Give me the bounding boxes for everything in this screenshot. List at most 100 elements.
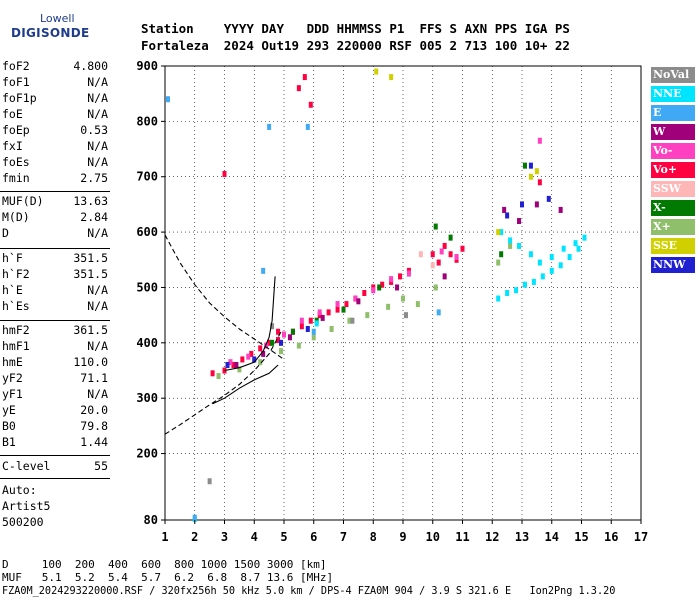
param-name: foE [2,107,23,121]
param-value: 4.800 [73,59,108,73]
legend-item: SSW [651,181,695,197]
param-value: N/A [87,283,108,297]
data-point [225,361,230,368]
data-point [436,309,441,316]
param-name: D [2,226,9,240]
x-tick-label: 6 [310,530,317,544]
y-tick-label: 900 [136,59,158,73]
data-point [389,276,394,283]
data-point [499,251,504,258]
data-point [374,68,379,75]
data-point [270,323,275,330]
x-tick-label: 8 [370,530,377,544]
data-point [279,348,284,355]
data-point [282,331,286,338]
data-point [362,290,367,296]
series-e [165,96,441,521]
legend-item: E [651,105,695,121]
legend-item: NNW [651,257,695,273]
param-row: C-level 55 [2,459,108,475]
param-value: N/A [87,107,108,121]
data-point [287,334,292,341]
data-point [454,254,459,261]
data-point [317,309,322,316]
data-point [537,179,542,186]
param-row: h`F2 351.5 [2,267,108,283]
data-point [502,206,507,213]
param-value: 361.5 [73,323,108,337]
data-point [496,229,501,236]
param-name: C-level [2,459,51,473]
param-name: M(D) [2,210,30,224]
data-point [311,328,316,335]
data-point [567,254,572,261]
data-point [320,314,325,321]
data-point [522,281,527,288]
param-name: MUF(D) [2,194,44,208]
data-point [216,373,221,380]
data-point [237,366,242,373]
data-point [210,370,215,377]
data-point [546,195,551,202]
data-point [436,259,441,266]
x-tick-label: 14 [545,530,559,544]
footer-file-info: FZA0M_2024293220000.RSF / 320fx256h 50 k… [2,586,616,597]
param-value: 71.1 [80,371,108,385]
data-point [433,284,438,291]
param-name: h`F2 [2,267,30,281]
param-value: 2.84 [80,210,108,224]
x-tick-label: 3 [221,530,228,544]
legend-item: X- [651,200,695,216]
data-point [496,295,501,302]
brand-digisonde: DIGISONDE [11,26,90,40]
data-point [433,223,438,230]
param-name: h`F [2,251,23,265]
series-noval [207,312,408,485]
data-point [522,162,527,169]
param-value: N/A [87,139,108,153]
data-point [460,245,465,252]
data-point [279,339,284,346]
param-row: h`F 351.5 [2,251,108,267]
param-divider [0,248,110,249]
y-tick-label: 80 [144,513,158,527]
data-point [308,317,313,324]
series-sse [374,68,539,236]
param-divider [0,455,110,456]
data-point [276,337,281,344]
param-name: h`E [2,283,23,297]
param-name: yF2 [2,371,23,385]
data-point [582,234,587,241]
param-name: fxI [2,139,23,153]
param-name: foEp [2,123,30,137]
y-tick-label: 200 [136,447,158,461]
data-point [299,323,304,330]
param-value: 0.53 [80,123,108,137]
param-name: fmin [2,171,30,185]
data-point [341,306,346,313]
y-tick-label: 700 [136,170,158,184]
param-value: N/A [87,226,108,240]
param-value: N/A [87,339,108,353]
data-point [398,273,403,280]
param-value: N/A [87,299,108,313]
param-row: B1 1.44 [2,435,108,451]
series-w [234,201,563,368]
dashed-profile-curve [164,331,282,435]
data-point [442,273,447,280]
data-point [165,96,170,103]
data-point [401,295,405,302]
param-row: h`Es N/A [2,299,108,315]
data-point [558,206,563,213]
param-name: foF1p [2,91,37,105]
data-point [308,101,313,108]
data-point [534,168,539,175]
series-x- [216,242,513,380]
data-point [353,295,358,302]
param-value: 13.63 [73,194,108,208]
data-point [430,262,435,269]
data-point [377,284,382,291]
data-point [534,201,539,208]
data-point [222,367,227,374]
x-tick-label: 16 [604,530,618,544]
